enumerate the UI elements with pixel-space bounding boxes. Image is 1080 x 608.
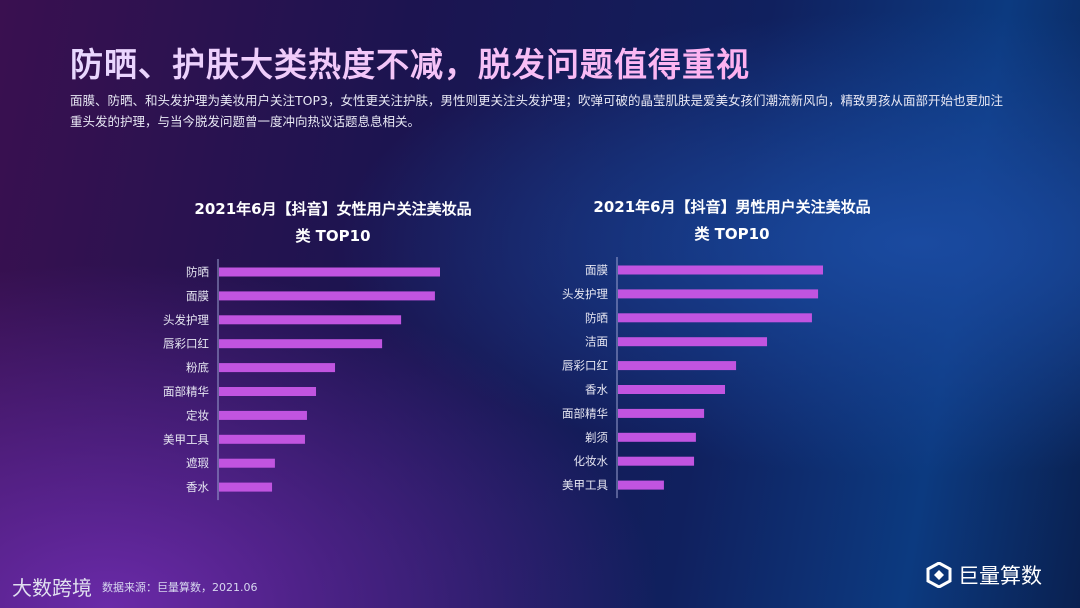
page-description: 面膜、防晒、和头发护理为美妆用户关注TOP3，女性更关注护肤，男性则更关注头发护… bbox=[70, 93, 1003, 129]
bar-面部精华 bbox=[618, 408, 705, 418]
category-label: 香水 bbox=[186, 480, 209, 494]
bar-面部精华 bbox=[219, 387, 317, 396]
chart-title-line1: 2021年6月【抖音】男性用户关注美妆品 bbox=[593, 198, 871, 216]
category-label: 防晒 bbox=[186, 265, 209, 279]
bar-美甲工具 bbox=[618, 480, 664, 490]
category-label: 香水 bbox=[585, 383, 608, 397]
bar-面膜 bbox=[219, 291, 435, 301]
bar-面膜 bbox=[618, 265, 823, 275]
bar-香水 bbox=[219, 482, 273, 492]
category-label: 粉底 bbox=[186, 361, 209, 375]
chart-title-line2: 类 TOP10 bbox=[694, 225, 770, 243]
category-label: 剃须 bbox=[585, 430, 608, 444]
page-title: 防晒、护肤大类热度不减，脱发问题值得重视 bbox=[70, 38, 750, 86]
bar-头发护理 bbox=[219, 315, 402, 325]
chart-title-line2: 类 TOP10 bbox=[295, 227, 371, 245]
bar-粉底 bbox=[219, 363, 336, 373]
bar-定妆 bbox=[219, 410, 307, 420]
bar-香水 bbox=[618, 385, 726, 394]
bar-防晒 bbox=[618, 313, 812, 323]
bar-遮瑕 bbox=[219, 458, 275, 468]
dashuju-logo: 大数跨境 bbox=[12, 576, 92, 600]
category-label: 面部精华 bbox=[163, 385, 209, 399]
bar-剃须 bbox=[618, 432, 696, 442]
bar-防晒 bbox=[219, 267, 440, 277]
bar-唇彩口红 bbox=[618, 361, 737, 371]
chart-title-male: 2021年6月【抖音】男性用户关注美妆品 类 TOP10 bbox=[567, 194, 897, 248]
brand-name: 巨量算数 bbox=[958, 564, 1042, 588]
brand-logo: 巨量算数 bbox=[926, 560, 1042, 590]
data-source: 数据来源：巨量算数，2021.06 bbox=[102, 580, 258, 594]
category-label: 美甲工具 bbox=[562, 478, 608, 492]
category-label: 唇彩口红 bbox=[163, 337, 209, 351]
chart-title-line1: 2021年6月【抖音】女性用户关注美妆品 bbox=[194, 200, 472, 218]
bar-化妆水 bbox=[618, 456, 695, 466]
category-label: 头发护理 bbox=[163, 313, 209, 327]
category-label: 面膜 bbox=[186, 289, 209, 303]
bar-美甲工具 bbox=[219, 434, 305, 444]
category-label: 面膜 bbox=[585, 263, 608, 277]
category-label: 化妆水 bbox=[574, 454, 609, 468]
bar-头发护理 bbox=[618, 289, 819, 299]
bar-唇彩口红 bbox=[219, 339, 383, 349]
category-label: 定妆 bbox=[186, 408, 209, 422]
footer: 大数跨境 数据来源：巨量算数，2021.06 bbox=[12, 572, 258, 601]
category-label: 唇彩口红 bbox=[562, 359, 608, 373]
category-label: 遮瑕 bbox=[186, 456, 209, 470]
category-label: 头发护理 bbox=[562, 287, 608, 301]
chart-title-female: 2021年6月【抖音】女性用户关注美妆品 类 TOP10 bbox=[168, 196, 498, 250]
brand-hexagon-icon bbox=[926, 562, 952, 588]
category-label: 面部精华 bbox=[562, 406, 608, 420]
category-label: 洁面 bbox=[585, 335, 608, 349]
category-label: 防晒 bbox=[585, 311, 608, 325]
category-label: 美甲工具 bbox=[163, 432, 209, 446]
bar-洁面 bbox=[618, 337, 768, 347]
